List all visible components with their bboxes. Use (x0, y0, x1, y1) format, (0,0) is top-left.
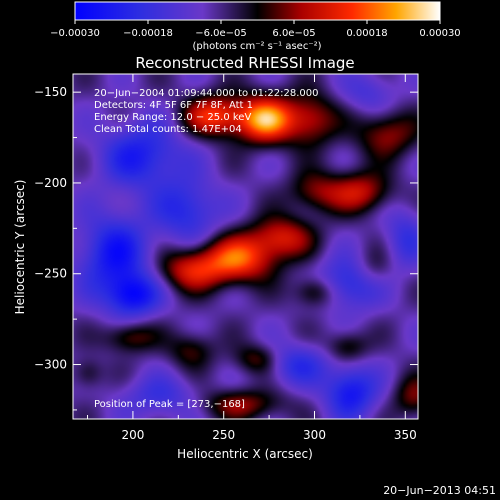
colorbar-tick-label: 0.00030 (419, 28, 460, 39)
colorbar-tick-label: 6.0e−05 (272, 28, 315, 39)
y-axis-label: Heliocentric Y (arcsec) (13, 180, 27, 315)
heatmap-image (73, 74, 418, 419)
y-axis: −150 −200 −250 −300 (34, 85, 418, 411)
info-line: Detectors: 4F 5F 6F 7F 8F, Att 1 (94, 100, 253, 111)
x-tick-label: 300 (303, 428, 326, 442)
plot-frame (72, 73, 419, 420)
y-tick-label: −200 (34, 176, 67, 190)
peak-position-label: Position of Peak = [273,−168] (94, 399, 245, 410)
colorbar (74, 1, 441, 21)
info-line: 20−Jun−2004 01:09:44.000 to 01:22:28.000 (94, 88, 319, 99)
y-tick-label: −300 (34, 358, 67, 372)
x-tick-label: 250 (212, 428, 235, 442)
x-axis-label: Heliocentric X (arcsec) (177, 447, 313, 461)
x-tick-label: 200 (121, 428, 144, 442)
colorbar-tick-label: −0.00018 (123, 28, 173, 39)
timestamp: 20−Jun−2013 04:51 (383, 484, 496, 497)
colorbar-tick-label: −6.0e−05 (195, 28, 247, 39)
colorbar-ticks: −0.00030 −0.00018 −6.0e−05 6.0e−05 0.00018 0.… (50, 20, 461, 39)
colorbar-tick-label: 0.00018 (346, 28, 387, 39)
y-tick-label: −150 (34, 85, 67, 99)
colorbar-tick-label: −0.00030 (50, 28, 100, 39)
chart-title: Reconstructed RHESSI Image (135, 54, 354, 72)
info-line: Clean Total counts: 1.47E+04 (94, 124, 242, 135)
info-line: Energy Range: 12.0 − 25.0 keV (94, 112, 251, 123)
observation-info: 20−Jun−2004 01:09:44.000 to 01:22:28.000… (94, 88, 319, 135)
x-tick-label: 350 (394, 428, 417, 442)
y-tick-label: −250 (34, 267, 67, 281)
x-axis: 200 250 300 350 (87, 74, 417, 442)
colorbar-unit-label: (photons cm⁻² s⁻¹ asec⁻²) (192, 41, 321, 52)
